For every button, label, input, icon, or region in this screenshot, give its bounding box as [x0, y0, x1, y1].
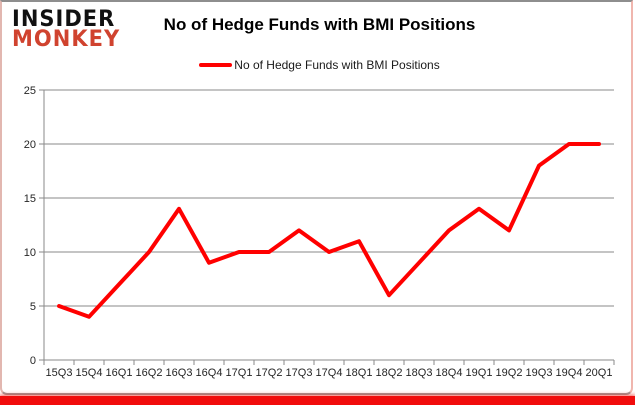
x-tick-label: 18Q4: [436, 367, 463, 379]
x-tick-label: 16Q3: [166, 367, 193, 379]
page-red-strip: [0, 396, 635, 405]
y-tick-label: 15: [24, 193, 36, 205]
y-tick-label: 10: [24, 247, 36, 259]
y-tick-label: 25: [24, 85, 36, 97]
x-tick-label: 17Q1: [226, 367, 253, 379]
x-tick-label: 18Q1: [346, 367, 373, 379]
logo-text-insider: INSIDER: [12, 5, 116, 32]
x-tick-label: 19Q4: [556, 367, 583, 379]
x-tick-label: 15Q4: [76, 367, 103, 379]
x-tick-label: 18Q3: [406, 367, 433, 379]
x-tick-label: 17Q4: [316, 367, 343, 379]
logo-text-monkey: MONKEY: [12, 25, 121, 52]
x-tick-label: 19Q3: [526, 367, 553, 379]
x-tick-label: 20Q1: [586, 367, 613, 379]
x-tick-label: 17Q3: [286, 367, 313, 379]
chart-card: INSIDER MONKEY No of Hedge Funds with BM…: [0, 0, 633, 395]
x-tick-label: 15Q3: [46, 367, 73, 379]
legend-label: No of Hedge Funds with BMI Positions: [234, 58, 440, 72]
chart-title: No of Hedge Funds with BMI Positions: [163, 15, 476, 34]
x-tick-label: 19Q1: [466, 367, 493, 379]
legend-line-marker: [199, 63, 233, 67]
x-tick-label: 16Q2: [136, 367, 163, 379]
insider-monkey-logo: INSIDER MONKEY: [12, 5, 121, 52]
series-line: [57, 142, 601, 319]
y-tick-label: 20: [24, 139, 36, 151]
x-tick-label: 16Q1: [106, 367, 133, 379]
y-tick-label: 5: [30, 301, 36, 313]
x-tick-label: 17Q2: [256, 367, 283, 379]
y-tick-label: 0: [30, 355, 36, 367]
chart-legend: No of Hedge Funds with BMI Positions: [2, 58, 635, 72]
x-tick-label: 18Q2: [376, 367, 403, 379]
x-tick-label: 19Q2: [496, 367, 523, 379]
x-tick-label: 16Q4: [196, 367, 223, 379]
